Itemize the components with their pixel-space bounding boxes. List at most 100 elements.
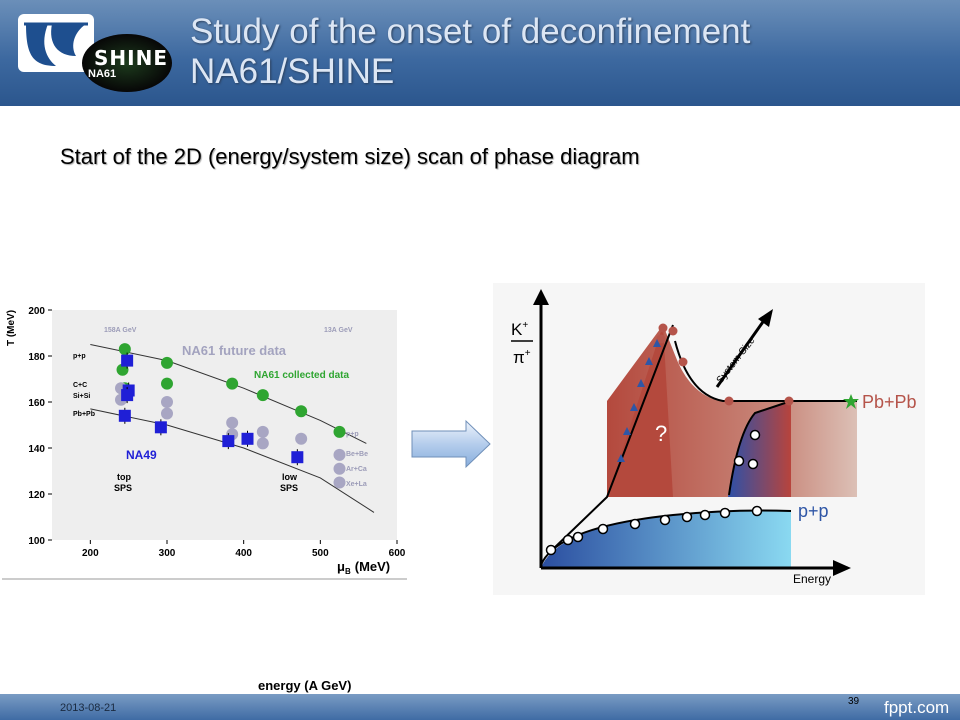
future-point	[161, 407, 173, 420]
label-13-gev: 13A GeV	[324, 327, 353, 334]
right-arrow-icon	[411, 419, 491, 469]
triangle-point	[645, 357, 653, 365]
pp-point	[733, 455, 745, 467]
pp-point	[749, 429, 761, 441]
y-tick-label: 160	[28, 398, 45, 409]
pp-point	[747, 458, 759, 470]
pp-point	[659, 514, 671, 526]
energy-label: energy (A GeV)	[254, 677, 356, 694]
top-sps-label-1: top	[117, 472, 131, 482]
future-point	[226, 416, 239, 429]
y-tick-label: 120	[28, 490, 45, 501]
pp-point	[597, 523, 609, 535]
y-label-pi: π+	[513, 348, 531, 367]
y-label-pi-text: π	[513, 348, 525, 367]
y-tick-label: 200	[28, 306, 45, 317]
future-data-label: NA61 future data	[182, 343, 287, 358]
phase-curve	[90, 408, 375, 513]
star-icon	[843, 394, 859, 409]
y-label-k-text: K	[511, 320, 523, 339]
na49-point	[121, 354, 134, 367]
pp-point	[545, 544, 557, 556]
slide-subtitle: Start of the 2D (energy/system size) sca…	[60, 144, 640, 169]
future-point	[295, 432, 308, 445]
pbpb-point	[658, 323, 668, 333]
shine-logo	[82, 34, 172, 92]
x-axis-label-unit: (MeV)	[355, 559, 390, 574]
footer-bar	[0, 694, 960, 720]
x-axis-label-mu: μ	[337, 559, 345, 574]
x-axis-label: μB (MeV)	[337, 559, 390, 576]
label-158-gev: 158A GeV	[104, 327, 137, 334]
y-axis-label: T (MeV)	[6, 310, 17, 346]
legend-pp: p+p	[346, 431, 359, 438]
collected-point	[118, 343, 131, 356]
university-logo	[18, 14, 94, 72]
left-label-pbpb: Pb+Pb	[73, 411, 95, 418]
phase-diagram-chart: T (MeV) 100 120 140 160 180 200 200 300 400 500 6…	[2, 306, 407, 580]
collected-point	[116, 363, 129, 376]
triangle-point	[617, 454, 625, 462]
legend-xela: Xe+La	[346, 481, 367, 488]
y-tick-label: 140	[28, 444, 45, 455]
pp-point	[572, 531, 584, 543]
collected-point	[256, 389, 269, 402]
pp-point	[629, 518, 641, 530]
left-label-cc: C+C	[73, 382, 87, 389]
slide-date: 2013-08-21	[60, 702, 117, 714]
title-line-2: NA61/SHINE	[190, 52, 395, 91]
collected-point	[161, 356, 173, 369]
pp-point	[751, 505, 763, 517]
pp-point	[719, 507, 731, 519]
pp-label: p+p	[798, 501, 829, 521]
x-axis-label-sub: B	[345, 567, 351, 576]
energy-system-size-diagram: K+ π+ Energy System Size Pb+Pb p+p ?	[493, 283, 925, 595]
y-label-k-sup: +	[522, 320, 528, 331]
x-tick-label: 300	[159, 548, 176, 559]
pbpb-label: Pb+Pb	[862, 392, 917, 412]
title-line-1: Study of the onset of deconfinement	[190, 12, 751, 51]
legend-arca: Ar+Ca	[346, 466, 367, 473]
system-size-arrow	[715, 318, 767, 388]
x-tick-label: 500	[312, 548, 329, 559]
triangle-point	[630, 403, 638, 411]
triangle-point	[637, 379, 645, 387]
x-tick-label: 400	[235, 548, 252, 559]
na49-label: NA49	[126, 448, 157, 462]
y-tick-label: 100	[28, 536, 45, 547]
pp-region	[541, 510, 791, 568]
page-title: Study of the onset of deconfinement NA61…	[190, 12, 750, 92]
na49-point	[291, 451, 304, 464]
pbpb-plateau	[674, 340, 857, 402]
top-sps-label-2: SPS	[114, 483, 132, 493]
pp-point	[681, 511, 693, 523]
pp-point	[562, 534, 574, 546]
y-tick-label: 180	[28, 352, 45, 363]
future-point	[333, 462, 346, 475]
na49-point	[118, 409, 131, 422]
pbpb-point	[784, 396, 794, 406]
pbpb-point	[656, 334, 666, 344]
pbpb-curve	[550, 324, 674, 552]
collected-point	[161, 377, 173, 390]
na49-point	[222, 435, 235, 448]
future-point	[333, 476, 346, 489]
na49-point	[154, 421, 167, 434]
mixed-curve	[728, 400, 792, 496]
collected-point	[226, 377, 239, 390]
pbpb-point	[724, 396, 734, 406]
future-point	[161, 396, 173, 408]
university-logo-icon	[24, 22, 88, 66]
low-sps-label-1: low	[282, 472, 298, 482]
collected-point	[333, 425, 346, 438]
y-axis-arrowhead	[533, 289, 549, 305]
na49-point	[121, 389, 134, 402]
na61-logo-text: NA61	[88, 68, 117, 80]
energy-axis-label: Energy	[793, 572, 831, 586]
left-label-pp: p+p	[73, 353, 86, 360]
y-label-pi-sup: +	[525, 348, 531, 359]
future-point	[256, 425, 269, 438]
brand-label: fppt.com	[884, 698, 950, 717]
future-point	[256, 437, 269, 450]
shine-logo-text: SHINE	[94, 46, 168, 70]
